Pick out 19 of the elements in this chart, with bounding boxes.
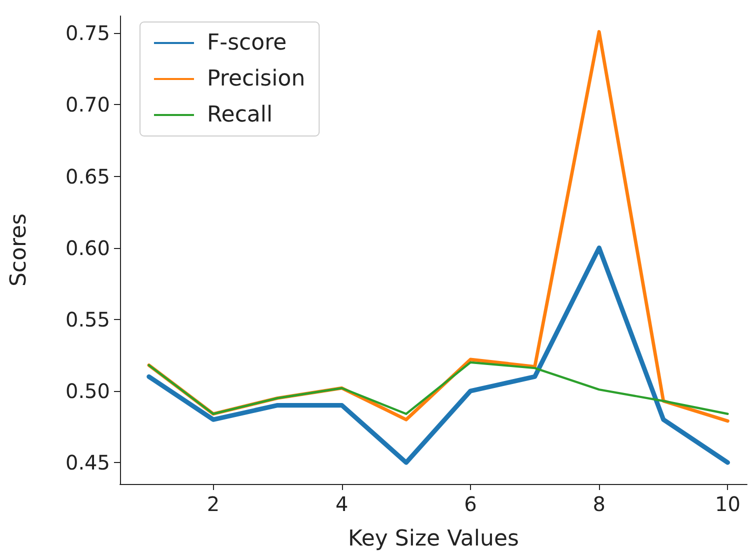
y-tick-label: 0.50 <box>65 378 110 403</box>
y-tick-label: 0.55 <box>65 307 110 332</box>
legend-label: F-score <box>207 30 287 56</box>
y-tick-label: 0.70 <box>65 92 110 117</box>
legend-label: Recall <box>207 102 273 128</box>
y-tick-label: 0.75 <box>65 21 110 46</box>
y-tick-label: 0.45 <box>65 450 110 475</box>
x-tick-label: 8 <box>592 492 606 516</box>
x-tick-label: 2 <box>206 492 220 516</box>
y-tick-label: 0.60 <box>65 236 110 260</box>
x-tick-label: 6 <box>464 492 477 516</box>
legend-label: Precision <box>207 66 306 92</box>
x-tick-label: 4 <box>335 492 348 516</box>
y-tick-label: 0.65 <box>65 164 110 188</box>
line-series <box>148 361 729 415</box>
line-series <box>146 246 730 465</box>
x-tick-label: 10 <box>714 492 740 516</box>
y-axis-title: Scores <box>6 213 32 287</box>
x-axis-title: Key Size Values <box>348 526 519 552</box>
